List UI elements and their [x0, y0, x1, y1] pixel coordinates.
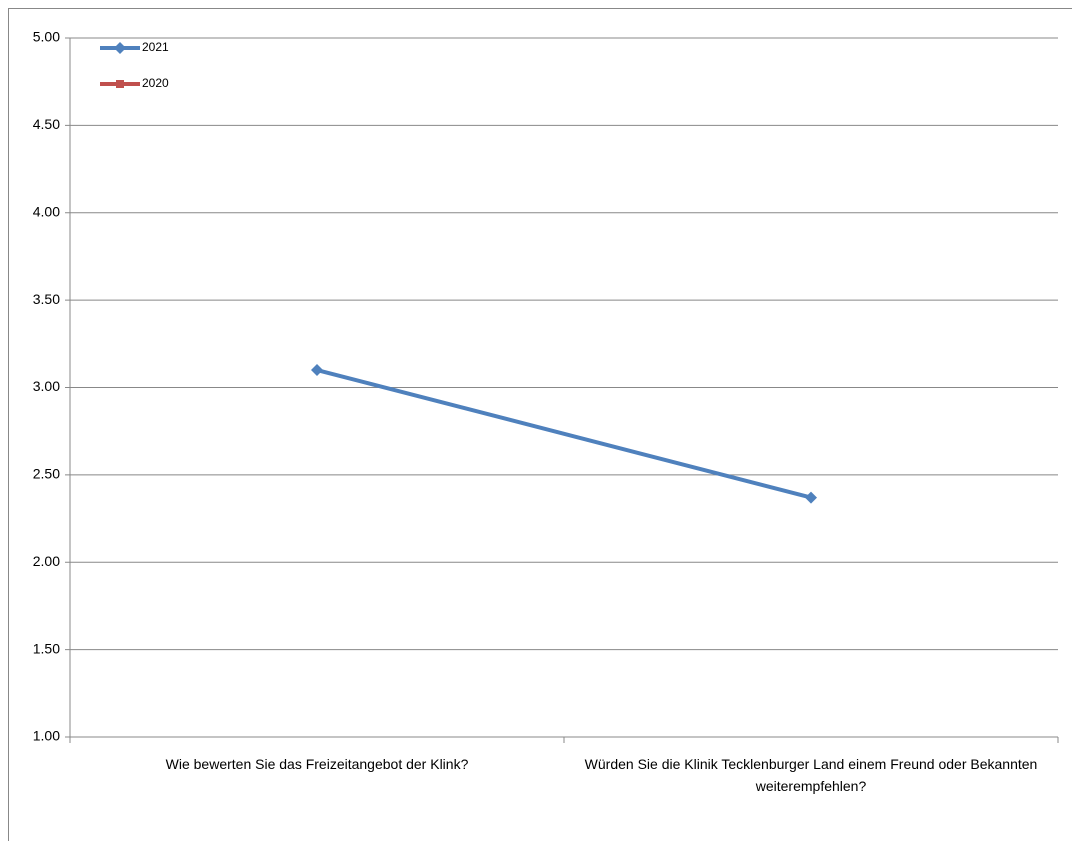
- data-point: [805, 491, 817, 504]
- legend-label: 2020: [142, 76, 169, 90]
- y-tick-label: 3.00: [33, 378, 60, 394]
- y-tick-label: 5.00: [33, 29, 60, 45]
- x-tick-label: Würden Sie die Klinik Tecklenburger Land…: [584, 756, 1038, 794]
- series-line: [316, 368, 812, 500]
- y-tick-label: 2.50: [33, 466, 60, 482]
- y-tick-label: 2.00: [33, 553, 60, 569]
- x-tick-label: Wie bewerten Sie das Freizeitangebot der…: [165, 756, 469, 772]
- y-tick-label: 4.50: [33, 116, 60, 132]
- y-tick-label: 3.50: [33, 291, 60, 307]
- legend-marker: [114, 42, 126, 54]
- data-point: [311, 364, 323, 377]
- y-tick-label: 4.00: [33, 203, 60, 219]
- legend-marker: [116, 80, 124, 88]
- chart-border: [8, 8, 1072, 841]
- y-tick-label: 1.00: [33, 728, 60, 744]
- y-tick-label: 1.50: [33, 640, 60, 656]
- legend-label: 2021: [142, 40, 169, 54]
